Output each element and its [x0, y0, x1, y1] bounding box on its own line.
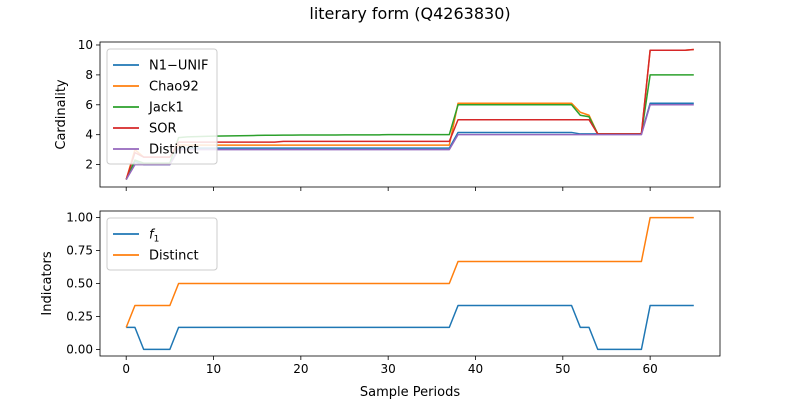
panel-2: 0.00 0.25 0.50 0.75 1.00 0 10 20 30 40 50 60 Indicat… [40, 211, 721, 376]
series-line-1-5 [125, 104, 694, 180]
y-tick-label-2-4: 1.00 [66, 211, 93, 225]
y-tick-label-1-1: 4 [85, 128, 93, 142]
y-tick-label-1-2: 6 [85, 98, 93, 112]
series-line-2-1 [126, 304, 694, 351]
y-tick-label-2-2: 0.50 [66, 277, 93, 291]
y-tick-label-1-3: 8 [85, 68, 93, 82]
x-tick-label-6: 60 [643, 362, 658, 376]
x-tick-label-0: 0 [122, 362, 130, 376]
y-tick-label-2-0: 0.00 [66, 342, 93, 356]
x-tick-label-4: 40 [468, 362, 483, 376]
y-tick-label-2-3: 0.75 [66, 244, 93, 258]
legend-label-1-4: SOR [149, 122, 177, 137]
x-tick-label-3: 30 [381, 362, 396, 376]
series-line-2-2 [125, 216, 694, 328]
legend-label-1-1: N1−UNIF [149, 59, 208, 74]
y-axis-title-1: Cardinality [54, 79, 69, 150]
legend-label-2-2: Distinct [149, 249, 199, 264]
plot-frame-1 [99, 41, 721, 188]
y-tick-label-1-0: 2 [85, 158, 93, 172]
x-axis-title: Sample Periods [360, 385, 460, 400]
legend-label-1-3: Jack1 [148, 101, 184, 116]
chart-title: literary form (Q4263830) [309, 4, 510, 23]
chart-panels: 2 4 6 8 10 Cardinality N1−UNIF Chao92 Jack1 SOR Di… [40, 38, 721, 376]
legend-box-1 [106, 48, 218, 165]
y-tick-label-2-1: 0.25 [66, 309, 93, 323]
y-tick-label-1-4: 10 [78, 38, 93, 52]
x-tick-label-1: 10 [206, 362, 221, 376]
legend-1: N1−UNIF Chao92 Jack1 SOR Distinct [106, 48, 218, 165]
legend-box-2 [106, 217, 218, 271]
panel-1: 2 4 6 8 10 Cardinality N1−UNIF Chao92 Jack1 SOR Di… [54, 38, 721, 191]
x-tick-label-5: 50 [555, 362, 570, 376]
legend-label-1-5: Distinct [149, 143, 199, 158]
y-axis-title-2: Indicators [40, 251, 55, 315]
x-tick-label-2: 20 [293, 362, 308, 376]
legend-label-1-2: Chao92 [149, 80, 199, 95]
legend-2: f1 Distinct [106, 217, 218, 271]
legend-label-2-1: f1 [149, 228, 159, 245]
